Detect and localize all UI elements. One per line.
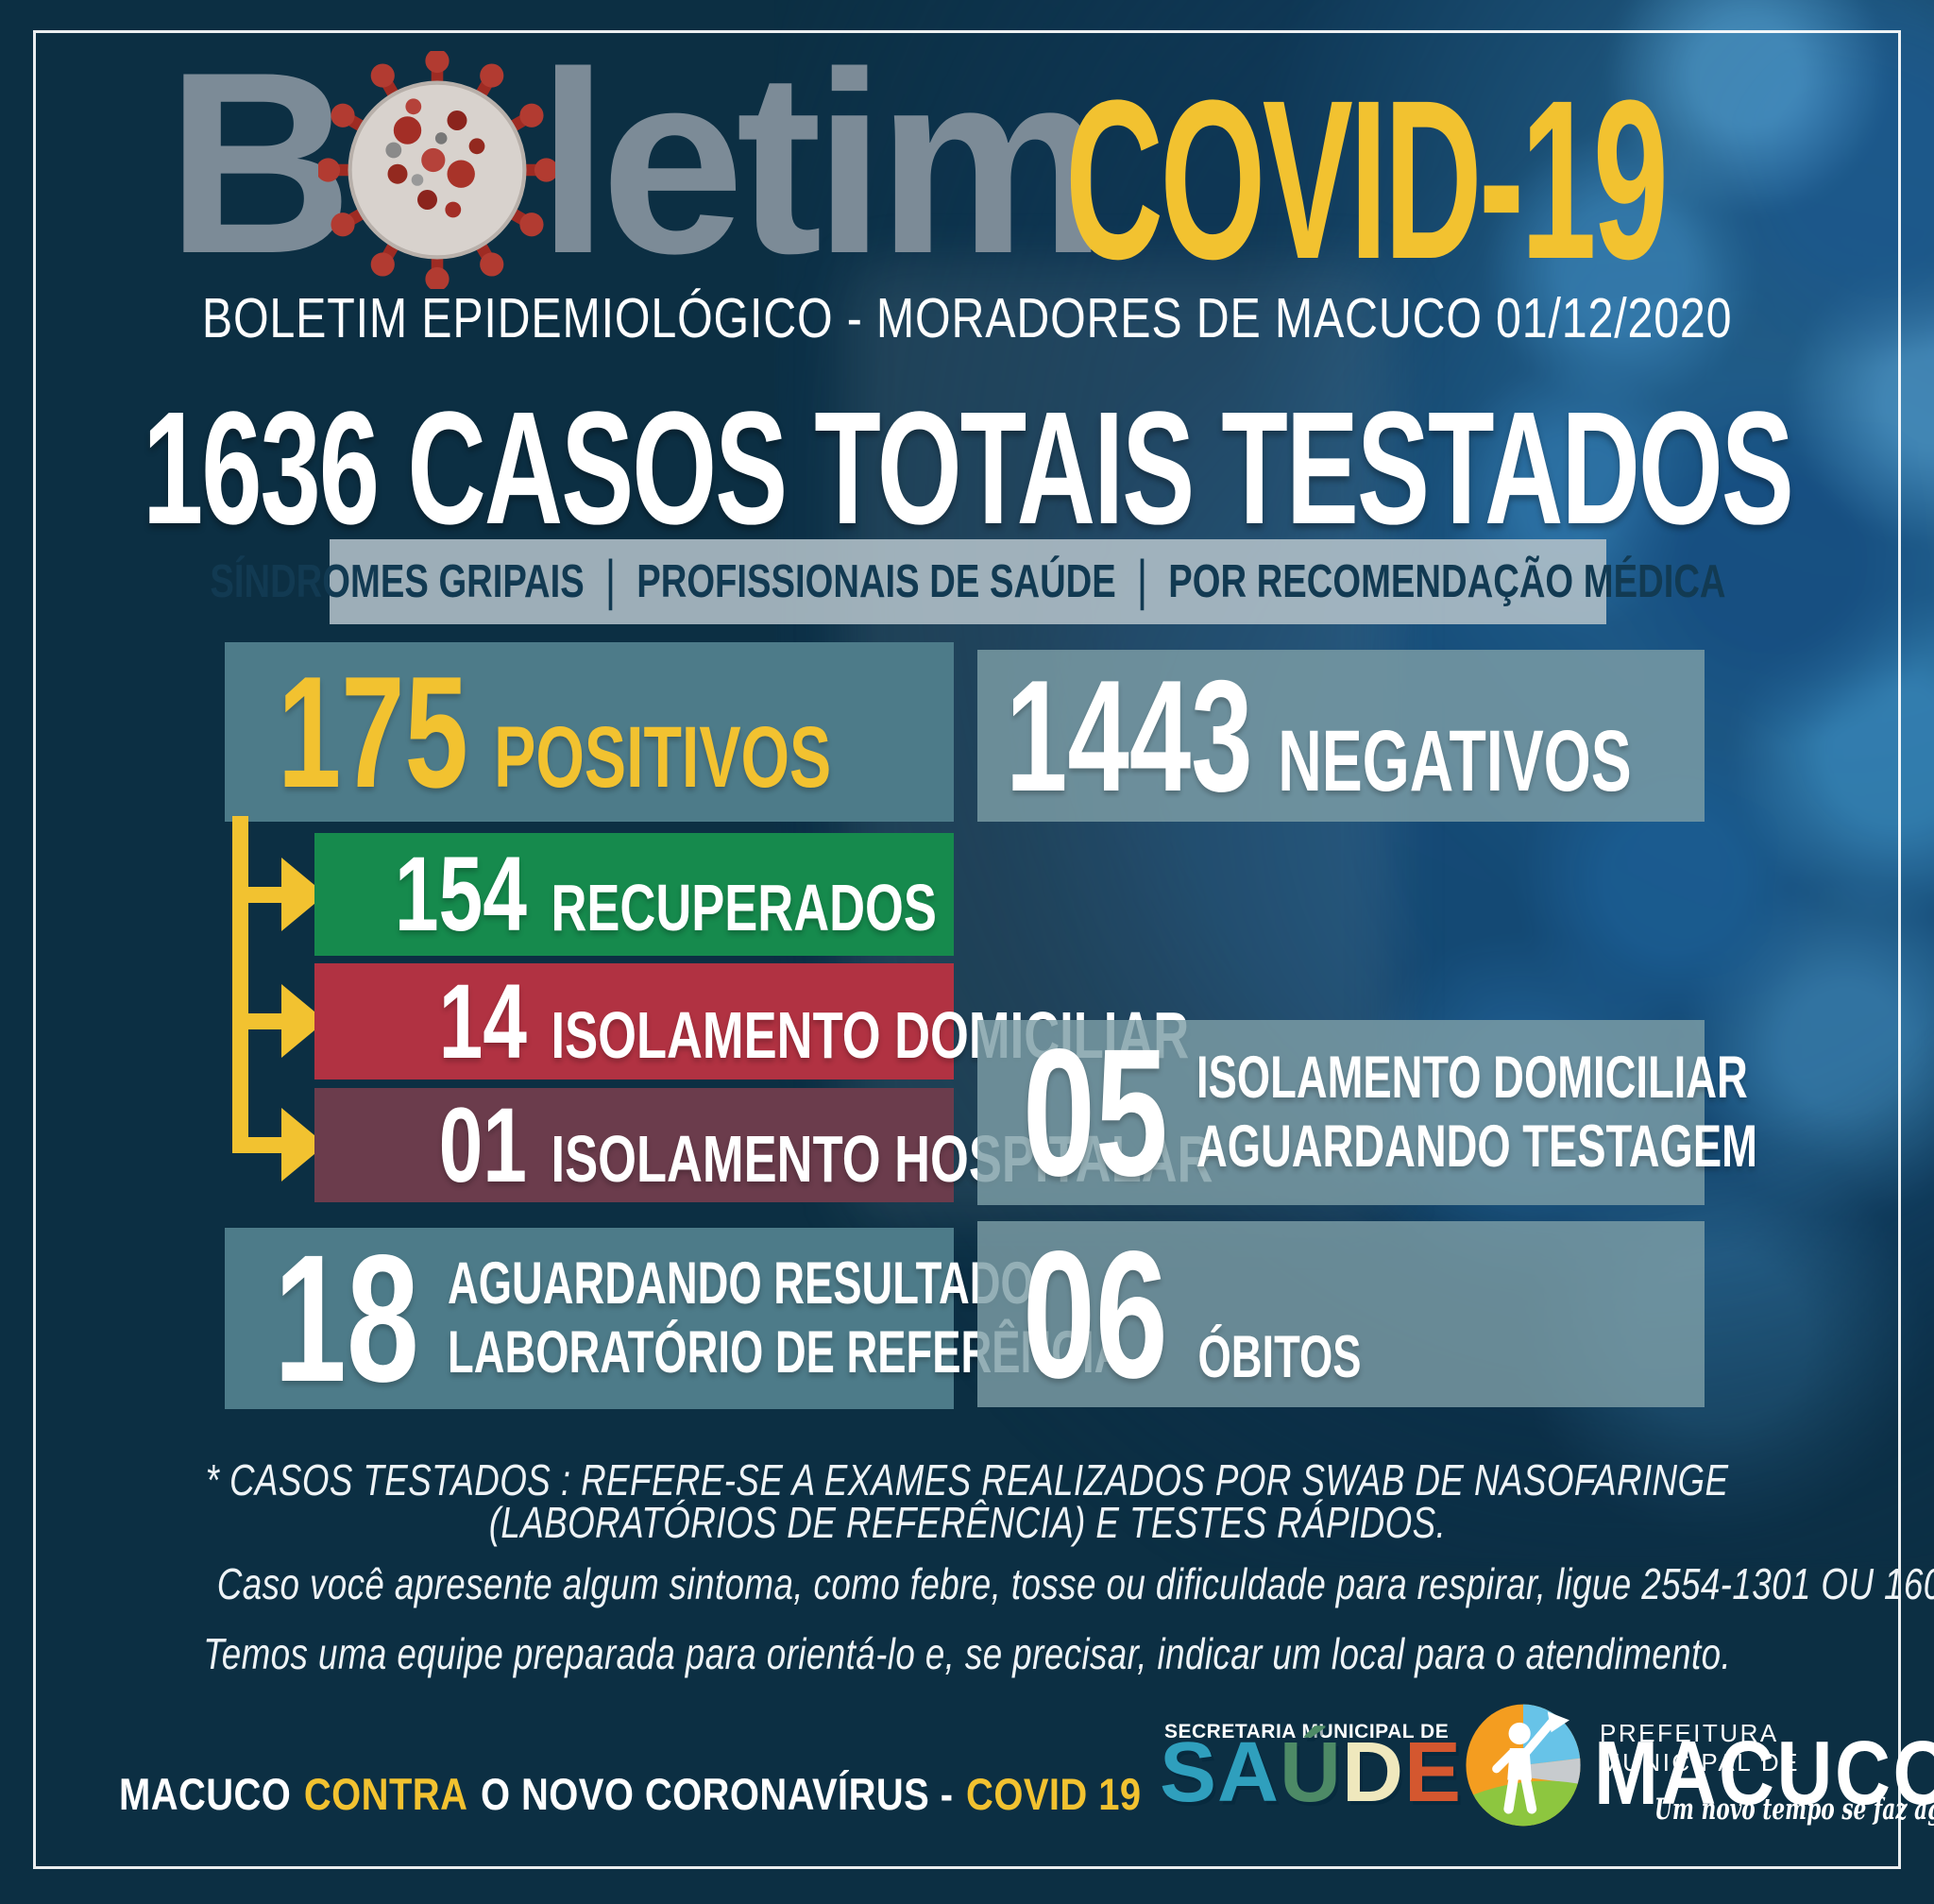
saude-letter: A: [1217, 1726, 1281, 1820]
covid-19-title: COVID-19: [1065, 53, 1669, 306]
slogan-macuco: MACUCO: [119, 1769, 292, 1819]
slogan-coronavirus: O NOVO CORONAVÍRUS -: [480, 1769, 954, 1819]
isolamento-hospitalar-box: 01 ISOLAMENTO HOSPITALAR: [314, 1085, 1213, 1204]
negativos-box: 1443 NEGATIVOS: [977, 650, 1705, 822]
saude-letter: E: [1404, 1726, 1463, 1820]
aguardando-testagem-label-line1: ISOLAMENTO DOMICILIAR: [1196, 1045, 1748, 1111]
recuperados-box: 154 RECUPERADOS: [314, 833, 954, 956]
recuperados-value: 154: [394, 835, 527, 953]
footer-slogan: MACUCO CONTRA O NOVO CORONAVÍRUS - COVID…: [119, 1768, 1322, 1820]
aguardando-resultado-label-line1: AGUARDANDO RESULTADO: [448, 1250, 1034, 1317]
slogan-contra: CONTRA: [303, 1769, 468, 1819]
aguardando-testagem-label-line2: AGUARDANDO TESTAGEM: [1196, 1114, 1757, 1180]
recuperados-label: RECUPERADOS: [551, 871, 937, 944]
macuco-emblem-icon: [1466, 1704, 1581, 1827]
category-recomendacao-medica: POR RECOMENDAÇÃO MÉDICA: [1168, 556, 1726, 607]
arrow-right-icon: [232, 1108, 326, 1182]
isolamento-hospitalar-value: 01: [438, 1085, 527, 1204]
obitos-value: 06: [1023, 1212, 1168, 1416]
positivos-label: POSITIVOS: [494, 709, 832, 806]
title-part-letim: letim: [536, 19, 1108, 308]
aguardando-resultado-value: 18: [274, 1216, 419, 1420]
arrow-right-icon: [232, 984, 326, 1058]
isolamento-domiciliar-box: 14 ISOLAMENTO DOMICILIAR: [314, 961, 1189, 1080]
saude-logo: S A Ú D E: [1160, 1730, 1462, 1815]
secretaria-saude-label: SECRETARIA MUNICIPAL DE: [1164, 1721, 1450, 1742]
category-divider: |: [604, 549, 617, 611]
prefeitura-label: PREFEITURA MUNICIPAL DE: [1600, 1719, 1801, 1776]
category-divider: |: [1136, 549, 1148, 611]
saude-letter: Ú: [1280, 1726, 1343, 1820]
note-team: Temos uma equipe preparada para orientá-…: [203, 1629, 1731, 1678]
note-symptoms: Caso você apresente algum sintoma, como …: [216, 1559, 1934, 1608]
positivos-value: 175: [278, 643, 468, 821]
aguardando-testagem-value: 05: [1023, 1011, 1168, 1214]
category-sindromes-gripais: SÍNDROMES GRIPAIS: [210, 556, 585, 607]
obitos-box: 06 ÓBITOS: [977, 1221, 1705, 1407]
subtitle: BOLETIM EPIDEMIOLÓGICO - MORADORES DE MA…: [201, 287, 1733, 349]
page-title: B: [166, 19, 1108, 308]
total-tested-value: 1636: [142, 379, 380, 558]
total-tested-label: CASOS TOTAIS TESTADOS: [406, 379, 1794, 558]
aguardando-testagem-box: 05 ISOLAMENTO DOMICILIAR AGUARDANDO TEST…: [977, 1011, 1757, 1214]
saude-letter: S: [1160, 1726, 1218, 1820]
slogan-covid19: COVID 19: [966, 1769, 1142, 1819]
negativos-label: NEGATIVOS: [1278, 713, 1632, 809]
isolamento-domiciliar-value: 14: [438, 961, 527, 1080]
aguardando-resultado-box: 18 AGUARDANDO RESULTADO LABORATÓRIO DE R…: [225, 1216, 1125, 1420]
macuco-tagline: Um novo tempo se faz agora: [1654, 1793, 1934, 1827]
test-categories-bar: SÍNDROMES GRIPAIS | PROFISSIONAIS DE SAÚ…: [210, 539, 1726, 624]
note-casos-testados-line2: (LABORATÓRIOS DE REFERÊNCIA) E TESTES RÁ…: [488, 1498, 1446, 1547]
note-casos-testados-line1: * CASOS TESTADOS : REFERE-SE A EXAMES RE…: [205, 1455, 1729, 1504]
saude-letter: D: [1342, 1726, 1405, 1820]
coronavirus-particle-icon: [317, 51, 556, 289]
obitos-label: ÓBITOS: [1197, 1323, 1362, 1390]
positivos-box: 175 POSITIVOS: [225, 642, 954, 822]
arrow-right-icon: [232, 858, 326, 931]
category-profissionais-saude: PROFISSIONAIS DE SAÚDE: [636, 556, 1116, 607]
negativos-value: 1443: [1006, 647, 1253, 824]
total-tested-heading: 1636 CASOS TOTAIS TESTADOS: [0, 376, 1934, 561]
macuco-logo-text: MACUCO: [1594, 1723, 1934, 1824]
